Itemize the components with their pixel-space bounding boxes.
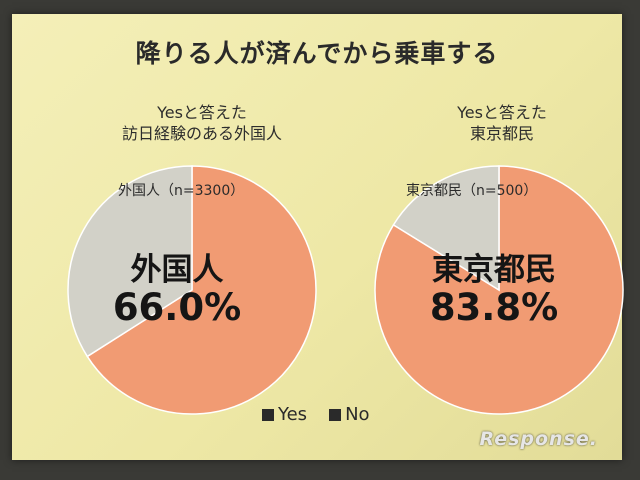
left-sample-label: 外国人（n=3300） — [118, 183, 245, 199]
pie-chart-tokyo-residents — [374, 165, 624, 415]
legend-item-no: No — [329, 404, 370, 425]
legend-label-no: No — [345, 404, 370, 425]
slide: 降りる人が済んでから乗車する Yesと答えた 訪日経験のある外国人 Yesと答え… — [12, 14, 624, 460]
left-subtitle-line2: 訪日経験のある外国人 — [121, 124, 282, 143]
pie-slice-foreigners-no — [67, 165, 193, 358]
left-center-label: 外国人 — [130, 252, 224, 288]
right-subtitle: Yesと答えた 東京都民 — [412, 102, 592, 144]
pie-slice-foreigners-yes — [86, 165, 317, 415]
chart-title: 降りる人が済んでから乗車する — [135, 39, 499, 68]
right-subtitle-line2: 東京都民 — [469, 124, 534, 143]
right-sample-label: 東京都民（n=500） — [406, 183, 538, 199]
legend-label-yes: Yes — [278, 404, 308, 425]
legend-swatch-yes — [262, 408, 274, 421]
left-subtitle: Yesと答えた 訪日経験のある外国人 — [102, 102, 302, 144]
pie-slice-tokyo-residents-no — [392, 165, 500, 292]
legend-swatch-no — [329, 408, 342, 421]
left-subtitle-line1: Yesと答えた — [157, 103, 247, 122]
right-subtitle-line1: Yesと答えた — [457, 103, 547, 122]
left-center-value: 66.0% — [112, 286, 242, 329]
watermark: Response. — [479, 428, 598, 450]
right-center-label: 東京都民 — [432, 252, 556, 288]
right-center-value: 83.8% — [429, 286, 559, 329]
legend: Yes No — [262, 404, 370, 425]
legend-item-yes: Yes — [262, 404, 307, 425]
pie-chart-foreigners — [67, 165, 317, 415]
